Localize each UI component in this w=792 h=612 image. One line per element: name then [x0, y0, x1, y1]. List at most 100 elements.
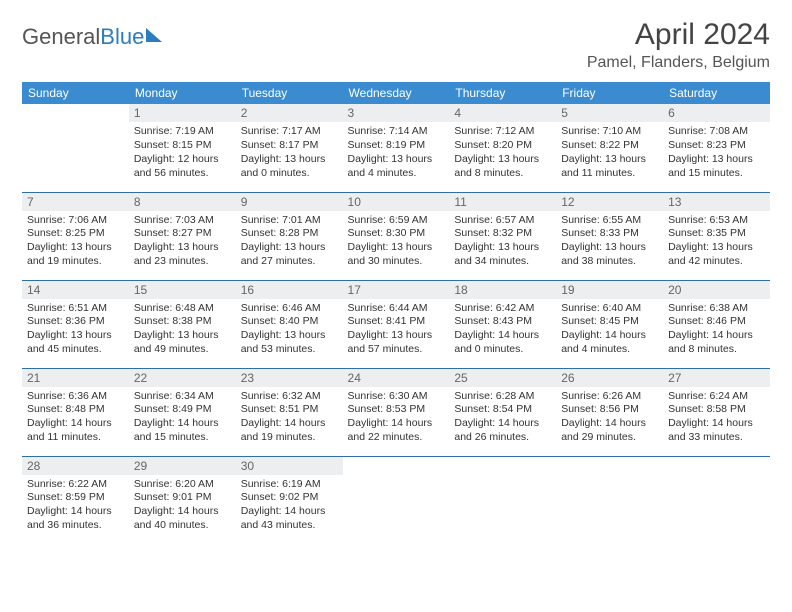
- day-body: Sunrise: 6:30 AMSunset: 8:53 PMDaylight:…: [343, 387, 450, 449]
- day-body: Sunrise: 7:12 AMSunset: 8:20 PMDaylight:…: [449, 122, 556, 184]
- day-cell: 2Sunrise: 7:17 AMSunset: 8:17 PMDaylight…: [236, 104, 343, 192]
- day-cell: 9Sunrise: 7:01 AMSunset: 8:28 PMDaylight…: [236, 192, 343, 280]
- day-number: 15: [129, 281, 236, 299]
- day-body: Sunrise: 6:51 AMSunset: 8:36 PMDaylight:…: [22, 299, 129, 361]
- day-cell: 1Sunrise: 7:19 AMSunset: 8:15 PMDaylight…: [129, 104, 236, 192]
- day-body: Sunrise: 6:22 AMSunset: 8:59 PMDaylight:…: [22, 475, 129, 537]
- calendar-table: Sunday Monday Tuesday Wednesday Thursday…: [22, 82, 770, 544]
- day-body: Sunrise: 7:19 AMSunset: 8:15 PMDaylight:…: [129, 122, 236, 184]
- day-cell: 6Sunrise: 7:08 AMSunset: 8:23 PMDaylight…: [663, 104, 770, 192]
- day-number: 26: [556, 369, 663, 387]
- day-number: 28: [22, 457, 129, 475]
- day-body: Sunrise: 6:46 AMSunset: 8:40 PMDaylight:…: [236, 299, 343, 361]
- day-cell: 12Sunrise: 6:55 AMSunset: 8:33 PMDayligh…: [556, 192, 663, 280]
- location-text: Pamel, Flanders, Belgium: [587, 54, 770, 72]
- day-cell: 5Sunrise: 7:10 AMSunset: 8:22 PMDaylight…: [556, 104, 663, 192]
- dow-sunday: Sunday: [22, 82, 129, 104]
- day-body: Sunrise: 6:59 AMSunset: 8:30 PMDaylight:…: [343, 211, 450, 273]
- day-body: Sunrise: 6:55 AMSunset: 8:33 PMDaylight:…: [556, 211, 663, 273]
- day-cell: 11Sunrise: 6:57 AMSunset: 8:32 PMDayligh…: [449, 192, 556, 280]
- day-number: 19: [556, 281, 663, 299]
- day-body: Sunrise: 6:48 AMSunset: 8:38 PMDaylight:…: [129, 299, 236, 361]
- day-body: Sunrise: 6:34 AMSunset: 8:49 PMDaylight:…: [129, 387, 236, 449]
- day-number: 16: [236, 281, 343, 299]
- day-cell: 3Sunrise: 7:14 AMSunset: 8:19 PMDaylight…: [343, 104, 450, 192]
- day-number: 22: [129, 369, 236, 387]
- day-body: Sunrise: 6:20 AMSunset: 9:01 PMDaylight:…: [129, 475, 236, 537]
- empty-cell: [343, 456, 450, 544]
- empty-cell: [22, 104, 129, 192]
- day-cell: 20Sunrise: 6:38 AMSunset: 8:46 PMDayligh…: [663, 280, 770, 368]
- day-cell: 23Sunrise: 6:32 AMSunset: 8:51 PMDayligh…: [236, 368, 343, 456]
- day-body: Sunrise: 6:28 AMSunset: 8:54 PMDaylight:…: [449, 387, 556, 449]
- day-cell: 21Sunrise: 6:36 AMSunset: 8:48 PMDayligh…: [22, 368, 129, 456]
- brand-part2: Blue: [100, 24, 144, 50]
- day-body: Sunrise: 6:42 AMSunset: 8:43 PMDaylight:…: [449, 299, 556, 361]
- day-cell: 26Sunrise: 6:26 AMSunset: 8:56 PMDayligh…: [556, 368, 663, 456]
- dow-friday: Friday: [556, 82, 663, 104]
- day-body: Sunrise: 6:53 AMSunset: 8:35 PMDaylight:…: [663, 211, 770, 273]
- day-number: 25: [449, 369, 556, 387]
- day-number: 4: [449, 104, 556, 122]
- day-number: 29: [129, 457, 236, 475]
- dow-row: Sunday Monday Tuesday Wednesday Thursday…: [22, 82, 770, 104]
- day-body: Sunrise: 6:36 AMSunset: 8:48 PMDaylight:…: [22, 387, 129, 449]
- day-body: Sunrise: 6:38 AMSunset: 8:46 PMDaylight:…: [663, 299, 770, 361]
- empty-cell: [449, 456, 556, 544]
- day-body: Sunrise: 7:17 AMSunset: 8:17 PMDaylight:…: [236, 122, 343, 184]
- day-body: Sunrise: 7:01 AMSunset: 8:28 PMDaylight:…: [236, 211, 343, 273]
- day-body: Sunrise: 6:26 AMSunset: 8:56 PMDaylight:…: [556, 387, 663, 449]
- dow-thursday: Thursday: [449, 82, 556, 104]
- day-number: 6: [663, 104, 770, 122]
- day-cell: 14Sunrise: 6:51 AMSunset: 8:36 PMDayligh…: [22, 280, 129, 368]
- day-number: 20: [663, 281, 770, 299]
- brand-logo: GeneralBlue: [22, 18, 162, 50]
- day-cell: 15Sunrise: 6:48 AMSunset: 8:38 PMDayligh…: [129, 280, 236, 368]
- day-cell: 28Sunrise: 6:22 AMSunset: 8:59 PMDayligh…: [22, 456, 129, 544]
- month-title: April 2024: [587, 18, 770, 52]
- day-number: 1: [129, 104, 236, 122]
- day-number: 8: [129, 193, 236, 211]
- day-cell: 22Sunrise: 6:34 AMSunset: 8:49 PMDayligh…: [129, 368, 236, 456]
- day-cell: 18Sunrise: 6:42 AMSunset: 8:43 PMDayligh…: [449, 280, 556, 368]
- day-number: 23: [236, 369, 343, 387]
- sail-icon: [146, 28, 162, 42]
- calendar-row: 14Sunrise: 6:51 AMSunset: 8:36 PMDayligh…: [22, 280, 770, 368]
- day-number: 5: [556, 104, 663, 122]
- empty-cell: [663, 456, 770, 544]
- day-number: 10: [343, 193, 450, 211]
- day-body: Sunrise: 7:06 AMSunset: 8:25 PMDaylight:…: [22, 211, 129, 273]
- calendar-row: 1Sunrise: 7:19 AMSunset: 8:15 PMDaylight…: [22, 104, 770, 192]
- calendar-row: 28Sunrise: 6:22 AMSunset: 8:59 PMDayligh…: [22, 456, 770, 544]
- day-number: 18: [449, 281, 556, 299]
- day-number: 30: [236, 457, 343, 475]
- day-body: Sunrise: 6:24 AMSunset: 8:58 PMDaylight:…: [663, 387, 770, 449]
- day-number: 2: [236, 104, 343, 122]
- day-cell: 27Sunrise: 6:24 AMSunset: 8:58 PMDayligh…: [663, 368, 770, 456]
- day-body: Sunrise: 6:44 AMSunset: 8:41 PMDaylight:…: [343, 299, 450, 361]
- day-cell: 25Sunrise: 6:28 AMSunset: 8:54 PMDayligh…: [449, 368, 556, 456]
- day-number: 9: [236, 193, 343, 211]
- page-header: GeneralBlue April 2024 Pamel, Flanders, …: [22, 18, 770, 72]
- day-number: 12: [556, 193, 663, 211]
- day-cell: 24Sunrise: 6:30 AMSunset: 8:53 PMDayligh…: [343, 368, 450, 456]
- day-cell: 4Sunrise: 7:12 AMSunset: 8:20 PMDaylight…: [449, 104, 556, 192]
- day-body: Sunrise: 6:57 AMSunset: 8:32 PMDaylight:…: [449, 211, 556, 273]
- day-cell: 19Sunrise: 6:40 AMSunset: 8:45 PMDayligh…: [556, 280, 663, 368]
- day-number: 3: [343, 104, 450, 122]
- calendar-row: 21Sunrise: 6:36 AMSunset: 8:48 PMDayligh…: [22, 368, 770, 456]
- calendar-row: 7Sunrise: 7:06 AMSunset: 8:25 PMDaylight…: [22, 192, 770, 280]
- day-number: 11: [449, 193, 556, 211]
- day-body: Sunrise: 6:40 AMSunset: 8:45 PMDaylight:…: [556, 299, 663, 361]
- day-number: 17: [343, 281, 450, 299]
- day-cell: 30Sunrise: 6:19 AMSunset: 9:02 PMDayligh…: [236, 456, 343, 544]
- day-body: Sunrise: 6:32 AMSunset: 8:51 PMDaylight:…: [236, 387, 343, 449]
- day-cell: 29Sunrise: 6:20 AMSunset: 9:01 PMDayligh…: [129, 456, 236, 544]
- day-cell: 13Sunrise: 6:53 AMSunset: 8:35 PMDayligh…: [663, 192, 770, 280]
- empty-cell: [556, 456, 663, 544]
- dow-wednesday: Wednesday: [343, 82, 450, 104]
- dow-tuesday: Tuesday: [236, 82, 343, 104]
- day-number: 24: [343, 369, 450, 387]
- day-number: 7: [22, 193, 129, 211]
- day-body: Sunrise: 7:10 AMSunset: 8:22 PMDaylight:…: [556, 122, 663, 184]
